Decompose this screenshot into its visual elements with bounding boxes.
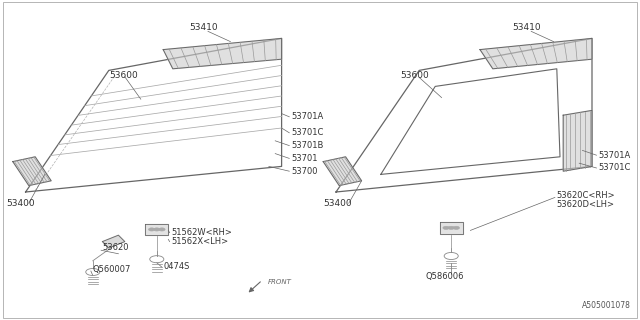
Text: 51562X<LH>: 51562X<LH> (172, 237, 228, 246)
Polygon shape (480, 38, 592, 69)
Text: A505001078: A505001078 (582, 301, 630, 310)
Text: FRONT: FRONT (268, 279, 291, 284)
Circle shape (148, 228, 155, 231)
Circle shape (154, 228, 160, 231)
Text: 51562W<RH>: 51562W<RH> (172, 228, 232, 237)
Text: 53600: 53600 (109, 71, 138, 80)
Text: Q586006: Q586006 (426, 272, 464, 281)
Text: 53701C: 53701C (291, 128, 324, 137)
Text: 0474S: 0474S (163, 262, 189, 271)
Polygon shape (163, 38, 282, 69)
Polygon shape (13, 157, 51, 186)
Text: Q560007: Q560007 (93, 265, 131, 274)
Text: 53701: 53701 (291, 154, 317, 163)
Polygon shape (440, 222, 463, 234)
Text: 53400: 53400 (323, 199, 352, 208)
Circle shape (448, 226, 454, 229)
Text: 53701B: 53701B (291, 141, 324, 150)
Circle shape (453, 226, 460, 229)
Polygon shape (145, 224, 168, 235)
Text: 53410: 53410 (189, 23, 218, 32)
Text: 53701A: 53701A (291, 112, 323, 121)
Text: 53400: 53400 (6, 199, 35, 208)
Text: 53700: 53700 (291, 167, 317, 176)
Circle shape (159, 228, 165, 231)
Text: 53701A: 53701A (598, 151, 630, 160)
Circle shape (443, 226, 449, 229)
Text: 53620: 53620 (102, 244, 129, 252)
Text: 53701C: 53701C (598, 164, 631, 172)
Polygon shape (102, 235, 125, 248)
Polygon shape (323, 157, 362, 186)
Polygon shape (563, 110, 592, 171)
Text: 53620C<RH>: 53620C<RH> (557, 191, 616, 200)
Text: 53410: 53410 (512, 23, 541, 32)
Text: 53600: 53600 (400, 71, 429, 80)
Text: 53620D<LH>: 53620D<LH> (557, 200, 615, 209)
